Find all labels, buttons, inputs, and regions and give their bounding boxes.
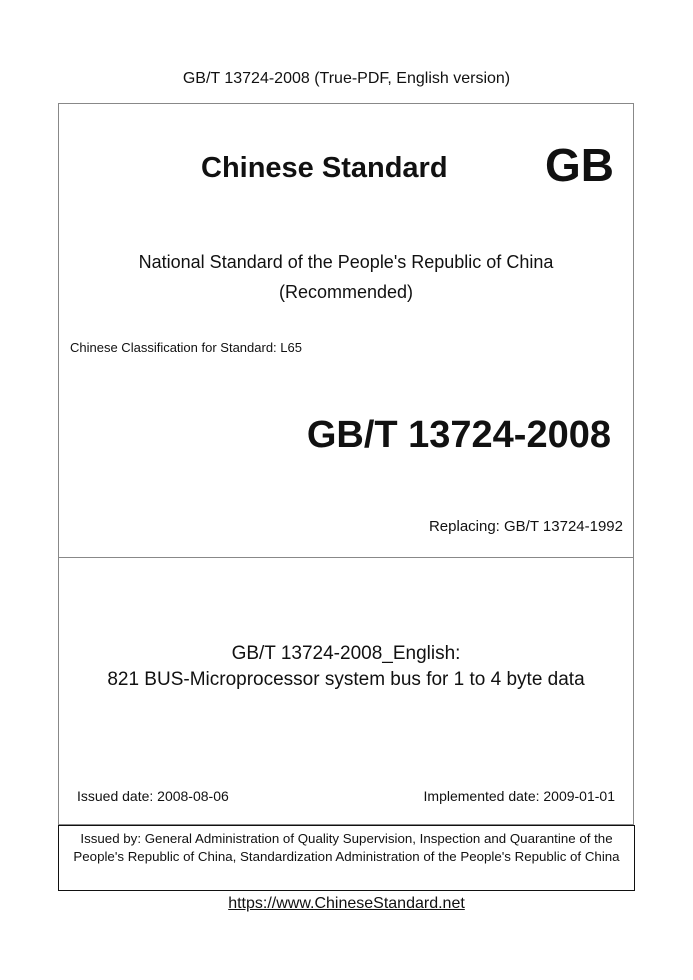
title-line1: GB/T 13724-2008_English: [231,643,461,664]
issued-date: Issued date: 2008-08-06 [77,788,229,804]
national-line1: National Standard of the People's Republ… [138,252,554,272]
classification: Chinese Classification for Standard: L65 [70,340,302,355]
replacing: Replacing: GB/T 13724-1992 [428,518,623,535]
gb-logo: GB [545,139,614,191]
implemented-date: Implemented date: 2009-01-01 [423,788,615,804]
issued-by: Issued by: General Administration of Qua… [73,831,620,864]
cover-box [58,103,634,825]
issued-by-box: Issued by: General Administration of Qua… [58,825,635,891]
heading: Chinese Standard [201,152,448,184]
divider [58,557,634,558]
website-link[interactable]: https://www.ChineseStandard.net [228,895,465,912]
title-line2: 821 BUS-Microprocessor system bus for 1 … [107,669,585,690]
standard-number: GB/T 13724-2008 [306,414,611,456]
national-line2: (Recommended) [278,282,414,302]
header-title: GB/T 13724-2008 (True-PDF, English versi… [182,70,511,87]
